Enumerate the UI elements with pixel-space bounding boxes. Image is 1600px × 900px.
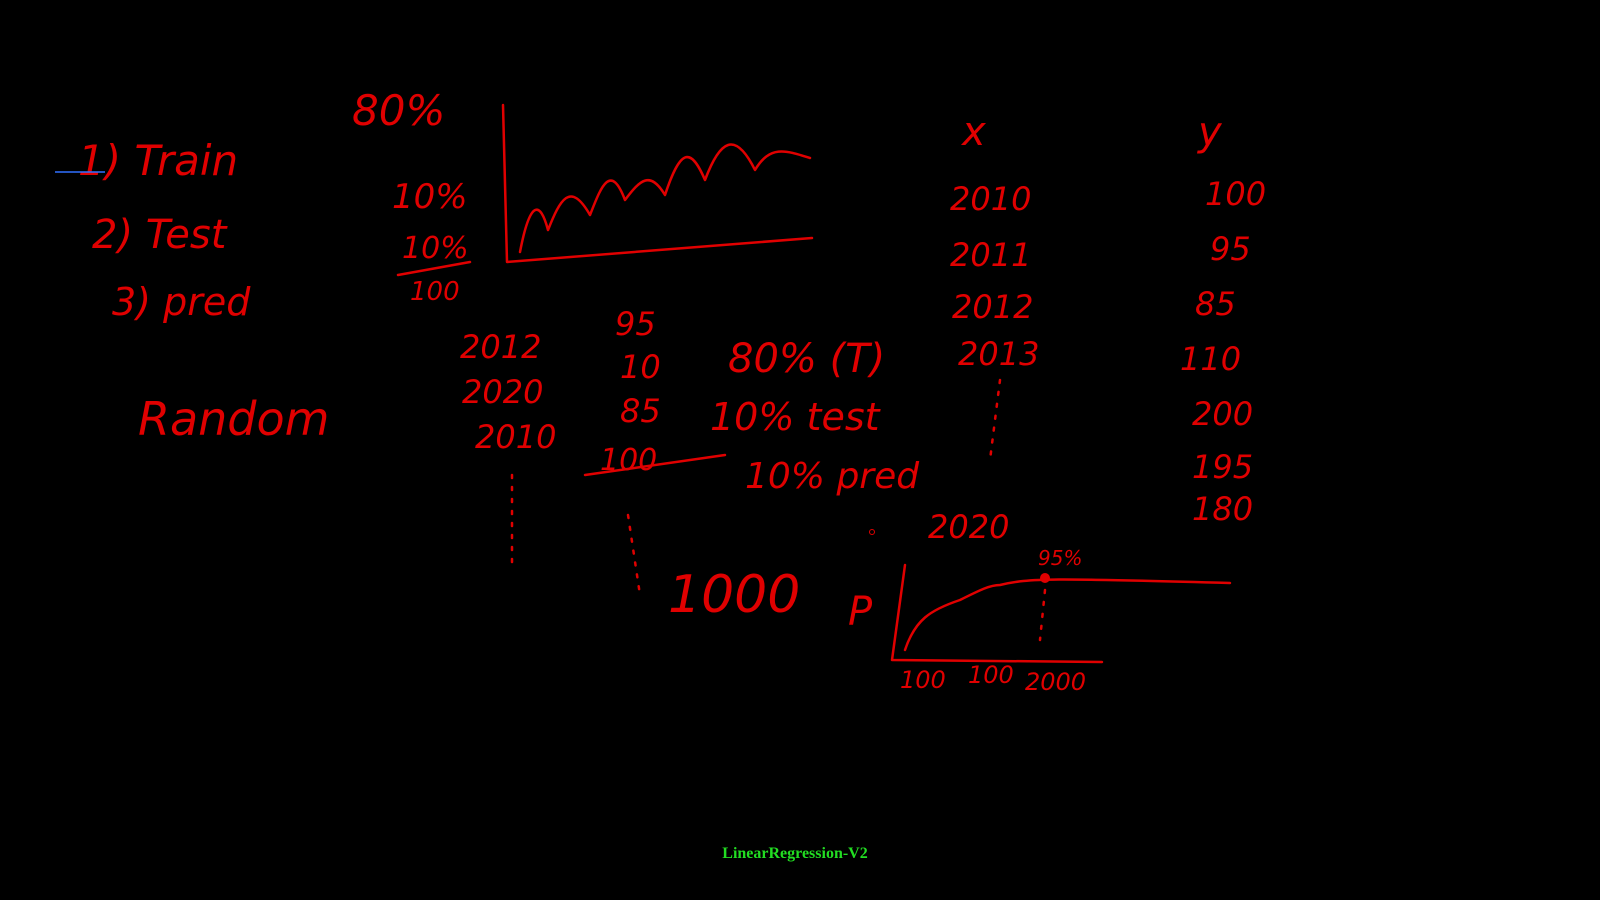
dotted-line — [626, 513, 642, 597]
sample-value: 85 — [620, 392, 661, 430]
table-header: y — [1197, 109, 1223, 155]
sketch-axes — [501, 103, 814, 264]
sample-year: 2020 — [462, 373, 543, 411]
x-value: 2010 — [950, 180, 1031, 218]
list-item: 3) pred — [112, 280, 251, 324]
y-value: 100 — [1205, 175, 1266, 213]
curve-line — [903, 578, 1232, 652]
y-value: 180 — [1192, 490, 1253, 528]
y-value: 200 — [1192, 395, 1253, 433]
y-value: 110 — [1180, 340, 1241, 378]
underline — [396, 260, 472, 277]
x-value: 2013 — [958, 335, 1039, 373]
random-label: Random — [138, 392, 329, 446]
list-item: 1) Train — [78, 136, 238, 185]
curve-x-label: 2000 — [1025, 668, 1086, 696]
curve-point — [1040, 573, 1050, 583]
sample-year: 2012 — [460, 328, 541, 366]
split2-test: 10% test — [710, 395, 882, 439]
count: 1000 — [668, 565, 800, 625]
sample-year: 2010 — [475, 418, 556, 456]
underline — [583, 453, 727, 477]
curve-year: 2020 — [928, 508, 1009, 546]
video-title: LinearRegression-V2 — [722, 845, 867, 862]
split-train: 80% — [352, 86, 445, 135]
curve-axes — [890, 563, 1104, 664]
pen-dot — [869, 529, 875, 535]
split2-train: 80% (T) — [728, 336, 885, 382]
split2-pred: 10% pred — [745, 456, 920, 497]
curve-x-label: 100 — [968, 661, 1014, 689]
table-header: x — [960, 109, 986, 155]
curve-x-label: 100 — [900, 666, 946, 694]
sample-value: 10 — [620, 348, 661, 386]
dotted-line — [1038, 588, 1047, 642]
split-pred: 10% — [402, 231, 469, 266]
x-value: 2012 — [952, 288, 1033, 326]
curve-axis-label: P — [848, 589, 873, 635]
y-value: 85 — [1195, 285, 1236, 323]
split-total: 100 — [410, 277, 460, 307]
y-value: 195 — [1192, 448, 1253, 486]
dotted-line — [988, 378, 1002, 462]
y-value: 95 — [1210, 230, 1251, 268]
curve-accuracy: 95% — [1038, 546, 1082, 570]
sketch-line — [518, 143, 812, 254]
x-value: 2011 — [950, 236, 1031, 274]
list-item: 2) Test — [92, 212, 228, 258]
split-test: 10% — [392, 177, 468, 217]
sample-total: 100 — [600, 443, 657, 478]
sample-value: 95 — [615, 305, 656, 343]
